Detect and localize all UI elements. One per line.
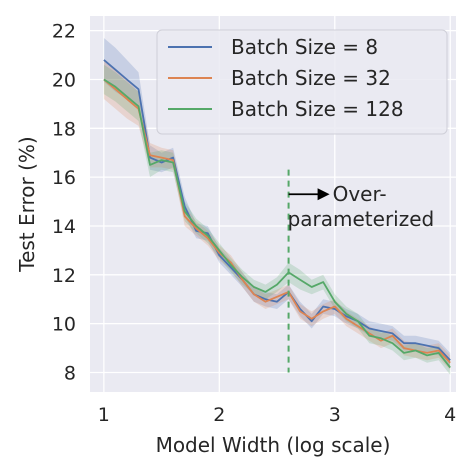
x-axis-label: Model Width (log scale) (156, 433, 391, 457)
annotation-arrow-head (317, 188, 330, 201)
legend-entry-1: Batch Size = 32 (231, 66, 391, 90)
legend-entry-0: Batch Size = 8 (231, 35, 378, 59)
series-lines (103, 59, 451, 369)
y-tick-label: 22 (52, 21, 76, 43)
y-tick-label: 16 (52, 167, 76, 189)
annotation-line-1: Over- (333, 182, 387, 206)
y-tick-label: 10 (52, 314, 76, 336)
y-axis-label: Test Error (%) (15, 136, 39, 272)
x-tick-label: 4 (444, 404, 456, 426)
series-line-0 (103, 59, 451, 361)
y-tick-label: 8 (64, 362, 76, 384)
legend: Batch Size = 8 Batch Size = 32 Batch Size … (156, 29, 448, 135)
series-line-1 (103, 78, 451, 364)
legend-entry-2: Batch Size = 128 (231, 97, 404, 121)
annotation: Over- parameterized (288, 182, 435, 231)
y-tick-label: 12 (52, 265, 76, 287)
y-tick-label: 14 (52, 216, 76, 238)
legend-box (156, 29, 448, 135)
y-tick-label: 18 (52, 118, 76, 140)
series-line-2 (103, 78, 451, 369)
x-tick-label: 1 (98, 404, 110, 426)
y-tick-label: 20 (52, 69, 76, 91)
annotation-line-2: parameterized (288, 207, 435, 231)
x-tick-label: 2 (213, 404, 225, 426)
x-tick-label: 3 (329, 404, 341, 426)
